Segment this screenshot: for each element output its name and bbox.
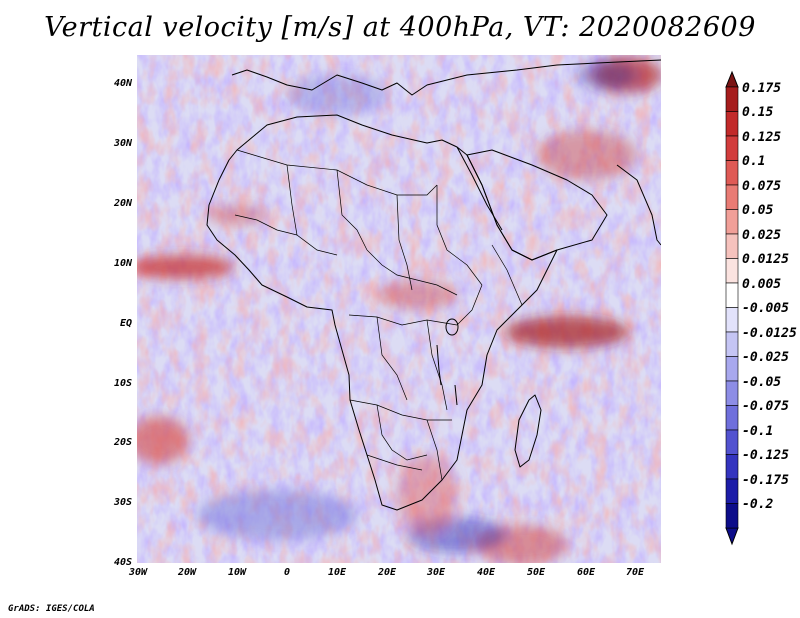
colorbar-swatch-8 bbox=[725, 258, 739, 284]
colorbar-swatch-13 bbox=[725, 380, 739, 406]
india-coastline bbox=[616, 164, 661, 246]
colorbar-label: 0.075 bbox=[742, 179, 782, 194]
colorbar-lower-arrow bbox=[725, 527, 739, 546]
colorbar-upper-arrow bbox=[725, 70, 739, 88]
colorbar-label: -0.125 bbox=[742, 448, 789, 463]
colorbar-swatch-4 bbox=[725, 160, 739, 186]
lake-victoria bbox=[445, 318, 459, 336]
colorbar-label: 0.15 bbox=[742, 105, 774, 120]
lon-label-50e: 50E bbox=[526, 567, 546, 578]
colorbar-label: -0.075 bbox=[742, 399, 789, 414]
lon-label-20e: 20E bbox=[377, 567, 397, 578]
lat-label-20n: 20N bbox=[113, 198, 132, 209]
colorbar-label: -0.0125 bbox=[742, 326, 797, 341]
lake-tanganyika bbox=[436, 344, 442, 386]
lon-label-70e: 70E bbox=[625, 567, 645, 578]
field-features bbox=[137, 57, 661, 563]
coastlines bbox=[206, 59, 661, 511]
colorbar-swatch-14 bbox=[725, 405, 739, 431]
lake-malawi bbox=[454, 384, 458, 406]
colorbar-swatch-11 bbox=[725, 331, 739, 357]
lat-label-40n: 40N bbox=[113, 78, 132, 89]
colorbar-swatch-18 bbox=[725, 503, 739, 529]
colorbar-label: -0.025 bbox=[742, 350, 789, 365]
lat-label-30s: 30S bbox=[113, 497, 132, 508]
colorbar-label: -0.05 bbox=[742, 375, 782, 390]
lat-label-eq: EQ bbox=[119, 318, 132, 329]
colorbar-swatch-15 bbox=[725, 429, 739, 455]
colorbar-swatch-9 bbox=[725, 282, 739, 308]
velocity-field-map bbox=[137, 55, 661, 563]
country-borders bbox=[234, 149, 523, 481]
colorbar-swatch-16 bbox=[725, 454, 739, 480]
colorbar-label: 0.05 bbox=[742, 203, 774, 218]
lon-label-30e: 30E bbox=[426, 567, 446, 578]
colorbar bbox=[725, 70, 739, 546]
colorbar-swatch-1 bbox=[725, 86, 739, 112]
colorbar-swatch-12 bbox=[725, 356, 739, 382]
lon-label-0: 0 bbox=[283, 567, 291, 578]
arabia-coastline bbox=[466, 149, 608, 261]
colorbar-label: -0.2 bbox=[742, 497, 774, 512]
colorbar-label: 0.025 bbox=[742, 228, 782, 243]
lakes bbox=[436, 318, 459, 406]
madagascar-coastline bbox=[514, 394, 542, 468]
colorbar-swatch-7 bbox=[725, 233, 739, 259]
colorbar-swatch-3 bbox=[725, 135, 739, 161]
lat-label-10s: 10S bbox=[113, 378, 132, 389]
lat-label-30n: 30N bbox=[113, 138, 132, 149]
colorbar-label: 0.0125 bbox=[742, 252, 789, 267]
lat-label-20s: 20S bbox=[113, 437, 132, 448]
colorbar-label: 0.175 bbox=[742, 81, 782, 96]
colorbar-swatch-2 bbox=[725, 111, 739, 137]
colorbar-label: 0.1 bbox=[742, 154, 766, 169]
europe-coastline bbox=[231, 59, 661, 96]
colorbar-label: 0.125 bbox=[742, 130, 782, 145]
lat-label-10n: 10N bbox=[113, 258, 132, 269]
colorbar-swatch-10 bbox=[725, 307, 739, 333]
colorbar-swatch-6 bbox=[725, 209, 739, 235]
lon-label-20w: 20W bbox=[177, 567, 197, 578]
map-panel bbox=[137, 55, 661, 563]
lon-label-30w: 30W bbox=[128, 567, 148, 578]
lon-label-60e: 60E bbox=[576, 567, 596, 578]
lat-label-40s: 40S bbox=[113, 557, 132, 568]
lon-label-10e: 10E bbox=[327, 567, 347, 578]
lon-label-10w: 10W bbox=[227, 567, 247, 578]
credit-text: GrADS: IGES/COLA bbox=[8, 604, 95, 614]
colorbar-label: -0.175 bbox=[742, 473, 789, 488]
chart-title: Vertical velocity [m/s] at 400hPa, VT: 2… bbox=[44, 12, 756, 43]
lon-label-40e: 40E bbox=[476, 567, 496, 578]
colorbar-label: -0.005 bbox=[742, 301, 789, 316]
colorbar-swatch-5 bbox=[725, 184, 739, 210]
colorbar-label: 0.005 bbox=[742, 277, 782, 292]
colorbar-swatch-17 bbox=[725, 478, 739, 504]
colorbar-label: -0.1 bbox=[742, 424, 774, 439]
africa-coastline bbox=[206, 114, 558, 511]
